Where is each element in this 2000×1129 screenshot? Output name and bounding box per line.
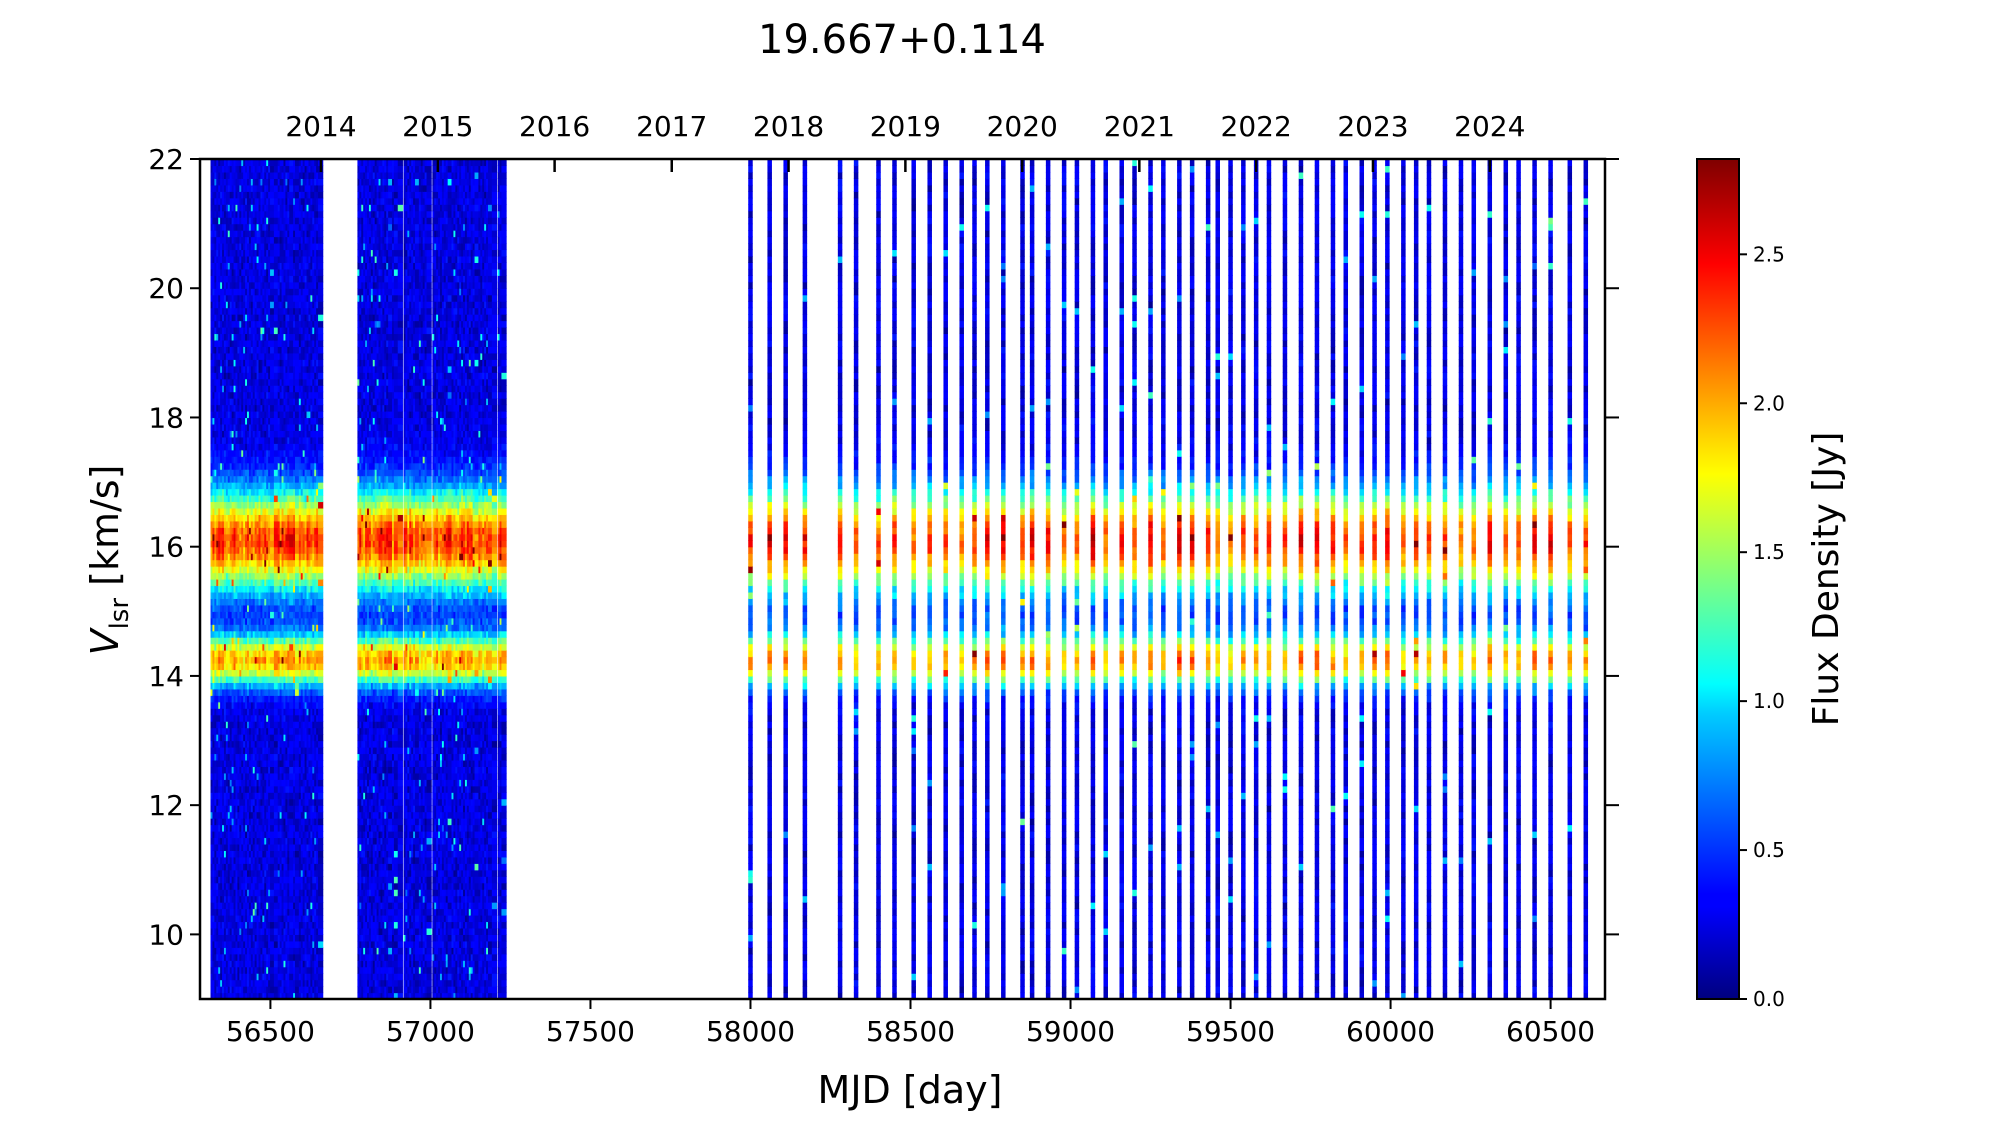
chart-title: 19.667+0.114 <box>758 17 1046 63</box>
plot-area <box>211 159 1589 1000</box>
